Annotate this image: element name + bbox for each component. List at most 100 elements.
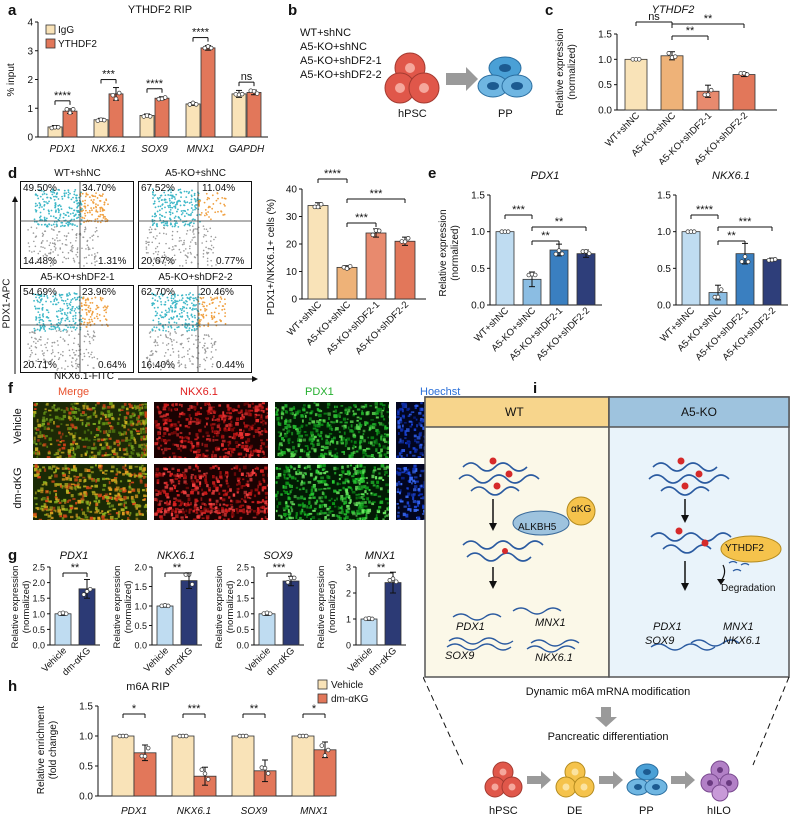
data-point [405,235,411,241]
cell-signal [311,516,316,520]
event-dot [179,237,181,239]
cell-signal [117,496,122,499]
cell-signal [212,465,215,469]
event-dot [106,325,109,327]
event-dot [88,304,90,307]
cell-signal [354,465,357,469]
cell-signal [124,468,128,471]
cell-signal [107,519,111,520]
event-dot [45,193,48,196]
cell-signal [39,507,42,510]
event-dot [62,299,65,302]
event-dot [90,207,93,209]
cell-signal [145,429,147,434]
cell-signal [59,515,63,518]
event-dot [90,353,92,356]
cell-signal [244,495,247,499]
event-dot [160,260,162,263]
event-dot [96,211,99,213]
cell-signal [354,470,358,474]
event-dot [48,212,50,215]
cell-signal [125,452,129,456]
cell-signal [362,429,366,433]
cell-signal [226,475,228,479]
cell-signal [308,439,313,442]
cell-signal [102,488,106,491]
cell-signal [355,501,359,505]
event-dot [73,209,76,212]
event-dot [206,196,209,199]
cell-signal [320,453,323,456]
event-dot [36,293,38,296]
cell-signal [347,447,351,450]
event-dot [189,251,192,254]
cell-signal [145,427,147,430]
cell-signal [414,448,419,451]
event-dot [192,229,195,232]
cell-signal [355,485,359,490]
cell-signal [305,411,309,414]
cell-signal [305,489,308,493]
cell-signal [235,445,239,448]
event-dot [171,347,174,350]
event-dot [84,318,86,321]
event-dot [104,305,106,308]
cell-signal [111,449,116,454]
event-dot [99,210,102,213]
event-dot [183,310,185,313]
event-dot [164,264,167,266]
col-title-nkx61: NKX6.1 [180,386,218,398]
cell-signal [115,486,120,491]
event-dot [169,354,172,356]
cell-signal [256,500,260,504]
cell-signal [304,465,308,470]
cell-signal [188,508,191,512]
cell-signal [98,420,101,425]
cell-signal [106,433,109,437]
cell-signal [49,443,53,446]
y-tick-label: 0.0 [598,106,612,117]
cell-signal [261,457,264,458]
cell-signal [287,492,291,495]
event-dot [149,336,152,338]
event-dot [177,350,180,353]
event-dot [203,358,205,361]
event-dot [178,312,181,315]
event-dot [159,219,162,221]
event-dot [64,313,66,316]
event-dot [72,357,74,360]
cell-signal [83,430,87,434]
cell-signal [69,504,73,508]
event-dot [68,334,70,336]
cell-signal [196,411,200,415]
event-dot [169,188,171,191]
cell-signal [211,492,215,495]
cell-signal [183,502,187,506]
cell-signal [245,453,248,457]
cell-signal [129,473,133,478]
event-dot [73,215,76,218]
event-dot [72,317,74,320]
event-dot [87,364,89,367]
event-dot [67,326,69,329]
event-dot [147,362,149,364]
cell-signal [299,456,302,458]
cell-signal [97,451,101,456]
cell-signal [60,484,63,488]
cell-signal [235,421,239,426]
cell-signal [220,484,222,488]
cell-signal [71,410,75,414]
event-dot [98,314,101,316]
event-dot [154,365,157,368]
event-dot [212,251,214,254]
cell-signal [334,448,337,451]
event-dot [41,235,44,237]
cell-signal [406,454,408,457]
cell-signal [107,410,111,414]
cell-signal [307,453,310,456]
event-dot [63,328,66,331]
cell-signal [420,424,423,428]
cell-signal [357,485,360,489]
cell-signal [241,444,245,449]
cell-signal [106,503,111,506]
